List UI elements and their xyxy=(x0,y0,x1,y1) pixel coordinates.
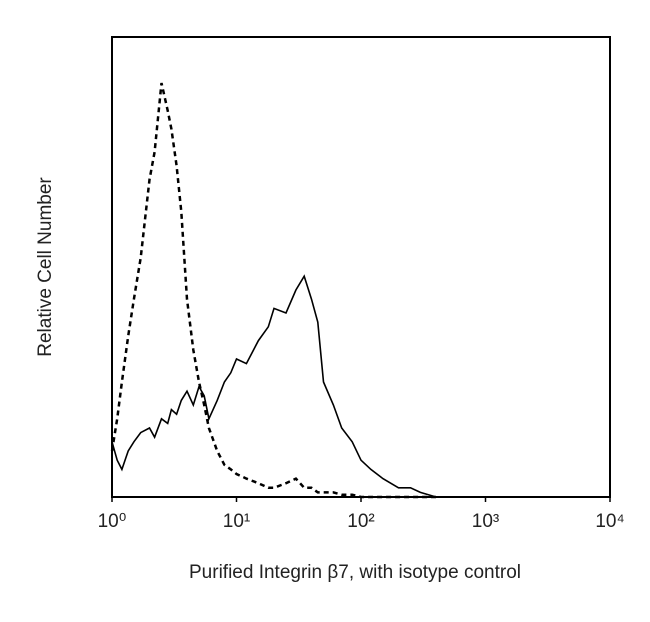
y-axis-label: Relative Cell Number xyxy=(35,177,56,357)
histogram-line xyxy=(111,274,437,498)
x-axis-label: Purified Integrin β7, with isotype contr… xyxy=(189,562,521,583)
isotype-line xyxy=(110,82,436,499)
x-tick-label: 10⁴ xyxy=(595,511,624,532)
x-tick-label: 10³ xyxy=(472,511,499,532)
x-tick-label: 10² xyxy=(347,511,374,532)
plot-frame xyxy=(111,36,611,498)
x-tick-label: 10¹ xyxy=(223,511,250,532)
x-tick-label: 10⁰ xyxy=(98,511,127,532)
